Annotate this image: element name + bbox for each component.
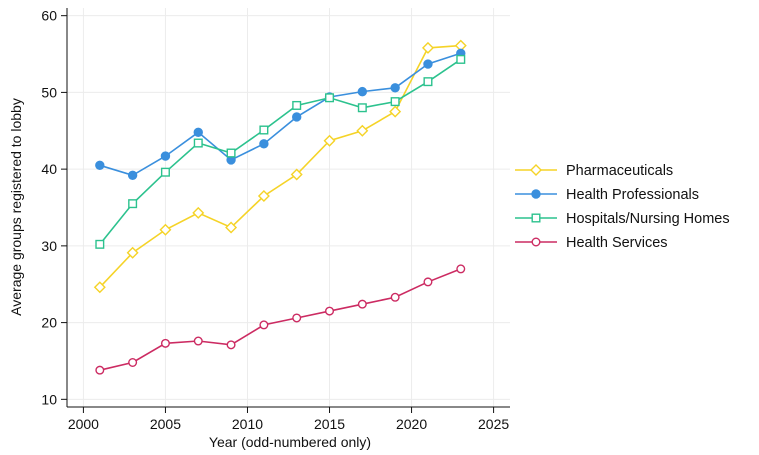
data-point-health-professionals <box>127 170 138 180</box>
data-point-hospitals-nursing-homes <box>325 93 335 103</box>
data-point-pharmaceuticals <box>126 246 139 259</box>
data-point-health-professionals <box>259 139 269 149</box>
legend-item-health-services: Health Services <box>515 235 668 251</box>
series-line-pharmaceuticals <box>99 44 461 288</box>
legend-label: Health Services <box>566 235 668 251</box>
data-point-health-services <box>390 292 400 302</box>
data-point-health-professionals <box>193 127 203 138</box>
gridlines <box>67 8 510 407</box>
data-point-health-services <box>193 336 203 346</box>
data-point-pharmaceuticals <box>159 223 172 236</box>
x-tick-label: 2005 <box>150 416 181 432</box>
data-point-health-services <box>292 313 302 323</box>
axes <box>66 8 510 408</box>
x-tick-label: 2010 <box>232 416 263 432</box>
data-point-hospitals-nursing-homes <box>259 125 269 135</box>
data-point-hospitals-nursing-homes <box>423 77 433 87</box>
legend-swatch-marker <box>530 164 542 176</box>
data-point-hospitals-nursing-homes <box>160 167 170 177</box>
data-point-hospitals-nursing-homes <box>95 239 105 249</box>
data-point-hospitals-nursing-homes <box>390 97 400 107</box>
data-point-pharmaceuticals <box>356 124 369 137</box>
data-point-hospitals-nursing-homes <box>456 54 466 64</box>
x-tick-label: 2025 <box>478 416 509 432</box>
x-tick-label: 2015 <box>314 416 345 432</box>
legend-swatch-marker <box>531 189 541 199</box>
data-point-hospitals-nursing-homes <box>226 148 236 158</box>
legend-item-health-professionals: Health Professionals <box>515 187 699 203</box>
y-tick-label: 30 <box>41 238 57 254</box>
data-point-health-services <box>456 264 466 274</box>
series-health-professionals <box>95 48 466 180</box>
data-point-health-services <box>95 365 105 375</box>
data-point-health-services <box>226 340 236 350</box>
x-tick-label: 2000 <box>68 416 99 432</box>
legend-swatch-marker <box>531 237 541 247</box>
data-point-health-services <box>160 338 170 348</box>
tick-marks-and-labels: 10 20 30 40 50 60 2000 2005 2010 2015 2020 2025 <box>41 8 509 432</box>
data-point-health-professionals <box>160 151 171 161</box>
series-health-services <box>95 264 466 375</box>
y-tick-label: 60 <box>41 8 57 24</box>
data-point-pharmaceuticals <box>192 206 205 219</box>
series-pharmaceuticals <box>93 39 467 294</box>
data-point-health-services <box>259 320 269 330</box>
y-axis-title: Average groups registered to lobby <box>8 98 24 316</box>
legend-label: Pharmaceuticals <box>566 163 673 179</box>
y-tick-label: 50 <box>41 84 57 100</box>
legend: Pharmaceuticals Health Professionals Hospi… <box>515 163 730 251</box>
data-point-health-professionals <box>390 83 400 93</box>
legend-item-hospitals-nursing-homes: Hospitals/Nursing Homes <box>515 211 730 227</box>
data-point-pharmaceuticals <box>93 281 106 294</box>
legend-label: Health Professionals <box>566 187 699 203</box>
data-point-hospitals-nursing-homes <box>193 138 203 148</box>
x-axis-title: Year (odd-numbered only) <box>209 434 371 450</box>
data-point-pharmaceuticals <box>323 134 336 147</box>
data-point-hospitals-nursing-homes <box>357 103 367 113</box>
data-point-hospitals-nursing-homes <box>128 199 138 209</box>
series-hospitals-nursing-homes <box>95 54 466 249</box>
data-point-pharmaceuticals <box>225 221 238 234</box>
y-tick-label: 40 <box>41 161 57 177</box>
data-point-health-services <box>357 299 367 309</box>
data-point-health-professionals <box>95 160 105 170</box>
data-point-hospitals-nursing-homes <box>292 100 302 110</box>
data-point-pharmaceuticals <box>421 41 434 54</box>
series-line-hospitals-nursing-homes <box>99 58 462 245</box>
data-point-health-services <box>423 277 433 287</box>
legend-swatch-marker <box>531 213 541 223</box>
data-point-health-professionals <box>292 112 302 122</box>
data-point-health-professionals <box>357 86 368 97</box>
data-point-health-services <box>128 357 138 367</box>
data-point-pharmaceuticals <box>257 190 270 202</box>
y-tick-label: 20 <box>41 315 57 331</box>
legend-label: Hospitals/Nursing Homes <box>566 211 730 227</box>
legend-item-pharmaceuticals: Pharmaceuticals <box>515 163 673 179</box>
data-point-pharmaceuticals <box>290 168 303 181</box>
data-point-pharmaceuticals <box>389 105 402 118</box>
data-point-health-services <box>325 306 335 316</box>
series-line-health-professionals <box>99 52 462 177</box>
series <box>93 39 467 375</box>
y-tick-label: 10 <box>41 391 57 407</box>
x-tick-label: 2020 <box>396 416 427 432</box>
series-line-health-services <box>99 268 462 371</box>
data-point-health-professionals <box>423 59 433 69</box>
